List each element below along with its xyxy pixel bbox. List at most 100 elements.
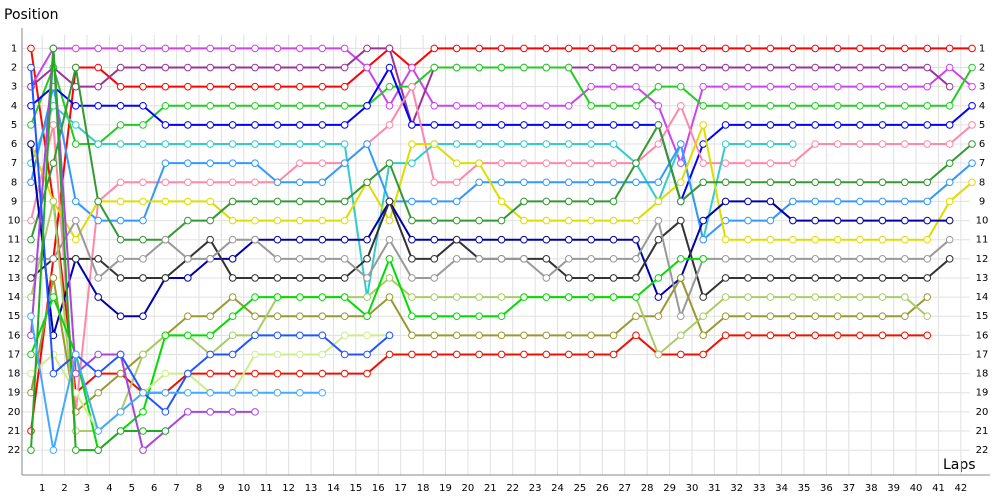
point-marker	[49, 446, 58, 454]
point-marker	[408, 159, 416, 167]
point-marker	[116, 350, 125, 359]
point-marker	[161, 44, 170, 53]
x-tick-label: 30	[686, 483, 699, 494]
x-axis-title: Laps	[943, 457, 976, 473]
point-marker	[923, 274, 932, 282]
x-tick-label: 16	[372, 483, 385, 494]
point-marker	[923, 197, 932, 206]
x-tick-label: 7	[173, 483, 179, 494]
point-marker	[744, 312, 752, 321]
y-tick-label: 21	[8, 426, 21, 437]
point-marker	[430, 178, 439, 187]
point-marker	[139, 121, 147, 129]
point-marker	[475, 255, 483, 263]
point-marker	[968, 44, 976, 53]
point-marker	[833, 101, 842, 110]
point-marker	[430, 121, 439, 129]
point-marker	[452, 44, 461, 53]
point-marker	[228, 350, 237, 359]
point-marker	[766, 44, 775, 53]
y-tick-label-right: 16	[976, 330, 989, 341]
point-marker	[273, 312, 282, 321]
point-marker	[273, 101, 282, 110]
point-marker	[901, 101, 909, 110]
point-marker	[340, 274, 349, 282]
point-marker	[945, 178, 954, 187]
x-tick-label: 3	[84, 483, 90, 494]
point-marker	[318, 388, 327, 397]
point-marker	[923, 312, 932, 321]
point-marker	[542, 293, 551, 301]
point-marker	[564, 178, 573, 187]
point-marker	[273, 216, 282, 225]
point-marker	[654, 293, 663, 301]
point-marker	[856, 255, 864, 263]
point-marker	[744, 63, 752, 72]
point-marker	[520, 293, 528, 301]
point-marker	[139, 197, 147, 206]
point-marker	[542, 44, 551, 53]
point-marker	[161, 427, 170, 435]
point-marker	[251, 101, 259, 110]
point-marker	[811, 178, 820, 187]
point-marker	[811, 293, 820, 301]
point-marker	[430, 197, 439, 206]
point-marker	[184, 312, 192, 321]
y-tick-label: 13	[8, 273, 21, 284]
point-marker	[251, 82, 259, 91]
point-marker	[430, 350, 439, 359]
point-marker	[475, 293, 483, 301]
point-marker	[251, 63, 259, 72]
point-marker	[430, 312, 439, 321]
point-marker	[632, 331, 640, 340]
x-tick-label: 31	[708, 483, 721, 494]
point-marker	[520, 350, 528, 359]
y-tick-label: 10	[8, 216, 21, 227]
point-marker	[340, 101, 349, 110]
point-marker	[901, 82, 909, 91]
point-marker	[789, 101, 797, 110]
point-marker	[184, 140, 192, 148]
point-marker	[94, 197, 102, 206]
point-marker	[811, 82, 820, 91]
point-marker	[878, 255, 887, 263]
point-marker	[833, 235, 842, 244]
point-marker	[340, 159, 349, 167]
point-marker	[789, 140, 797, 148]
point-marker	[363, 255, 371, 263]
point-marker	[296, 159, 304, 167]
point-marker	[632, 293, 640, 301]
point-marker	[833, 255, 842, 263]
y-tick-label-right: 11	[976, 235, 989, 246]
point-marker	[587, 235, 595, 244]
point-marker	[251, 350, 259, 359]
point-marker	[408, 331, 416, 340]
y-tick-label-right: 3	[979, 82, 985, 93]
point-marker	[833, 216, 842, 225]
x-tick-label: 39	[887, 483, 900, 494]
x-tick-label: 9	[218, 483, 224, 494]
point-marker	[363, 350, 371, 359]
point-marker	[251, 388, 259, 397]
point-marker	[385, 274, 394, 282]
point-marker	[766, 255, 775, 263]
point-marker	[968, 140, 976, 148]
point-marker	[497, 312, 506, 321]
point-marker	[318, 121, 327, 129]
point-marker	[587, 255, 595, 263]
point-marker	[475, 216, 483, 225]
point-marker	[206, 140, 215, 148]
point-marker	[385, 255, 394, 263]
point-marker	[116, 274, 125, 282]
point-marker	[228, 197, 237, 206]
point-marker	[251, 312, 259, 321]
point-marker	[609, 216, 618, 225]
point-marker	[296, 235, 304, 244]
point-marker	[564, 140, 573, 148]
point-marker	[564, 121, 573, 129]
point-marker	[139, 235, 147, 244]
point-marker	[206, 101, 215, 110]
point-marker	[452, 331, 461, 340]
point-marker	[878, 331, 887, 340]
point-marker	[923, 331, 932, 340]
